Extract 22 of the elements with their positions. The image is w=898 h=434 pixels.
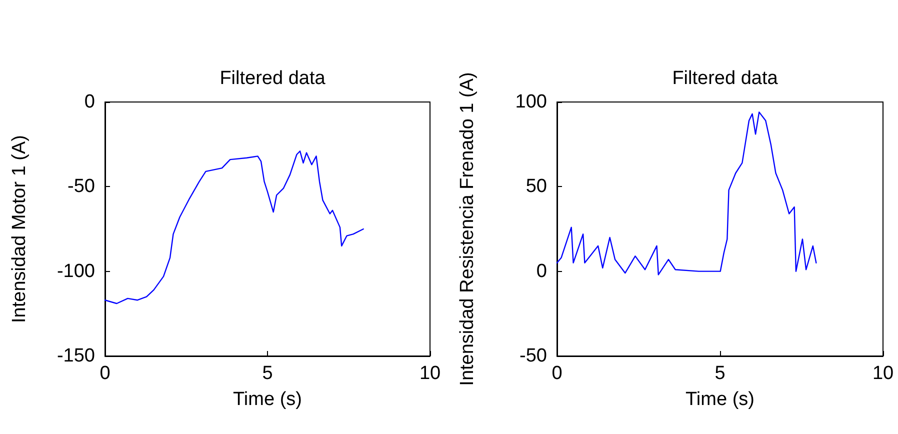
- x-tick-label: 5: [262, 363, 273, 384]
- line-series: [556, 112, 817, 276]
- x-tick-label: 10: [419, 363, 441, 384]
- y-tick-label: 50: [526, 176, 547, 198]
- y-axis-title: Intensidad Resistencia Frenado 1 (A): [457, 72, 478, 386]
- chart-title: Filtered data: [672, 68, 778, 89]
- line-series: [104, 150, 364, 304]
- x-tick-label: 0: [552, 363, 562, 384]
- y-tick-label: -50: [68, 176, 95, 198]
- y-tick-label: 0: [84, 92, 95, 112]
- x-tick-label: 10: [872, 363, 894, 384]
- chart-title: Filtered data: [220, 68, 326, 89]
- y-tick-label: -100: [56, 260, 95, 282]
- y-axis-title: Intensidad Motor 1 (A): [9, 135, 30, 323]
- x-tick-label: 5: [714, 363, 726, 384]
- y-tick-label: -50: [520, 346, 547, 366]
- y-tick-label: 0: [536, 260, 547, 282]
- x-tick-label: 0: [100, 363, 110, 384]
- x-axis-title: Time (s): [233, 389, 302, 410]
- y-tick-label: -150: [56, 346, 95, 366]
- y-tick-label: 100: [515, 92, 547, 112]
- x-axis-title: Time (s): [686, 389, 754, 410]
